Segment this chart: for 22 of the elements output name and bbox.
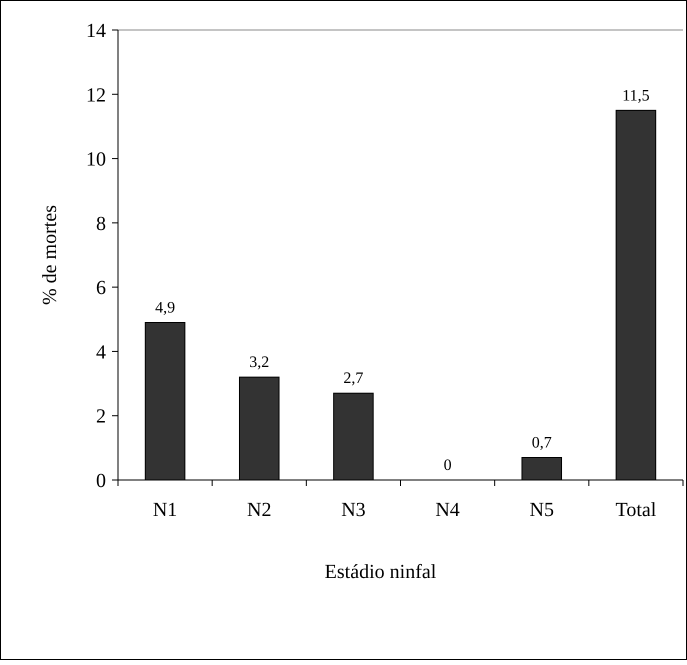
x-tick-label: N2 (247, 499, 272, 521)
data-label: 3,2 (249, 354, 270, 372)
y-tick-label: 10 (86, 148, 106, 171)
y-tick-label: 14 (86, 20, 106, 42)
y-tick-label: 8 (96, 212, 106, 235)
y-tick-label: 6 (96, 277, 106, 300)
data-label: 2,7 (343, 370, 364, 388)
x-tick-label: N5 (530, 499, 554, 521)
data-label: 4,9 (155, 300, 176, 316)
x-tick-label: N1 (152, 499, 178, 521)
x-axis-title: Estádio ninfal (324, 561, 437, 583)
x-tick-label: N3 (341, 499, 366, 521)
y-axis-title: % de mortes (39, 204, 61, 305)
data-label: 0,7 (532, 434, 552, 452)
data-label: 0 (444, 457, 452, 474)
x-tick-label: N4 (435, 499, 460, 521)
y-tick-label: 0 (96, 470, 106, 492)
x-tick-label: Total (616, 499, 657, 521)
y-tick-label: 12 (86, 84, 106, 106)
data-label: 11,5 (622, 87, 650, 104)
y-tick-label: 4 (96, 341, 106, 364)
y-tick-label: 2 (96, 406, 106, 428)
